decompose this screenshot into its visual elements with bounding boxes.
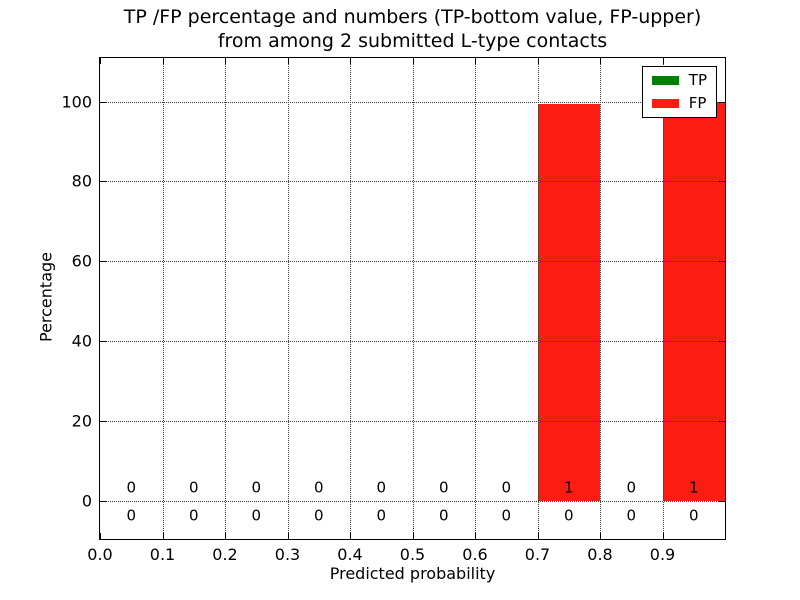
fp-count-label: 0: [626, 478, 637, 497]
x-tick-label: 0.5: [399, 545, 426, 564]
y-tick: [100, 181, 106, 183]
x-tick: [537, 533, 539, 539]
y-tick: [100, 261, 106, 263]
tp-count-label: 0: [438, 506, 449, 525]
tp-count-label: 0: [188, 506, 199, 525]
y-tick-label: 100: [61, 92, 92, 111]
x-tick-top: [662, 58, 664, 64]
tp-count-label: 0: [126, 506, 137, 525]
x-axis-label: Predicted probability: [329, 564, 496, 583]
x-tick-label: 0.4: [337, 545, 363, 564]
y-tick: [100, 341, 106, 342]
x-tick-label: 0.3: [274, 545, 301, 564]
x-tick: [600, 533, 601, 539]
x-gridline: [162, 58, 164, 539]
bar-fp-bin7: [537, 103, 600, 501]
tp-count-label: 0: [501, 506, 512, 525]
x-tick-label: 0.7: [524, 545, 551, 564]
legend-label-tp: TP: [688, 71, 707, 89]
x-gridline: [350, 58, 351, 539]
y-tick: [100, 500, 106, 502]
x-tick: [162, 533, 164, 539]
x-gridline: [225, 58, 226, 539]
x-gridline: [600, 58, 601, 539]
y-tick-label: 80: [71, 171, 92, 191]
y-tick-label: 20: [71, 411, 92, 431]
x-tick-top: [537, 58, 539, 64]
x-tick-top: [475, 58, 476, 64]
fp-count-label: 0: [501, 478, 512, 497]
x-tick-top: [600, 58, 601, 64]
y-gridline: [100, 420, 725, 422]
y-tick-right: [719, 420, 725, 422]
y-tick-right: [719, 101, 725, 103]
x-tick: [100, 533, 101, 539]
fp-legend-swatch: [651, 99, 679, 108]
fp-count-label: 1: [563, 478, 574, 497]
x-gridline: [287, 58, 289, 539]
y-gridline: [100, 181, 725, 183]
fp-count-label: 0: [376, 478, 387, 497]
tp-count-label: 0: [376, 506, 387, 525]
x-gridline: [662, 58, 664, 539]
plot-area: TP FP 0.0 0.1 0.2 0.3 0.4 0.5 0.6 0.7 0.8 0.9 0 20 4…: [61, 57, 726, 564]
tp-count-label: 0: [688, 506, 699, 525]
y-tick: [100, 420, 106, 422]
x-tick-top: [225, 58, 226, 64]
tp-count-label: 0: [563, 506, 574, 525]
x-gridline: [475, 58, 476, 539]
x-tick-label: 0.2: [212, 545, 238, 564]
tp-legend-swatch: [651, 76, 679, 85]
x-tick: [662, 533, 664, 539]
x-tick-top: [412, 58, 414, 64]
legend-entry-fp: FP: [651, 94, 707, 112]
y-tick-label: 60: [71, 251, 92, 271]
x-tick-top: [100, 58, 101, 64]
chart-title: TP /FP percentage and numbers (TP-bottom…: [100, 6, 725, 54]
y-gridline: [100, 101, 725, 103]
x-tick-top: [287, 58, 289, 64]
x-gridline: [412, 58, 414, 539]
x-tick-label: 0.8: [587, 545, 613, 564]
y-gridline: [100, 261, 725, 263]
legend: TP FP: [641, 66, 717, 118]
fp-count-label: 0: [251, 478, 262, 497]
tp-count-label: 0: [251, 506, 262, 525]
x-tick-label: 0.9: [649, 545, 676, 564]
fp-count-label: 0: [126, 478, 137, 497]
legend-entry-tp: TP: [651, 71, 707, 89]
chart-title-line2: from among 2 submitted L-type contacts: [217, 29, 608, 52]
fp-count-label: 1: [688, 478, 699, 497]
y-tick-right: [719, 261, 725, 263]
tp-count-label: 0: [626, 506, 637, 525]
x-tick: [225, 533, 226, 539]
chart-title-line1: TP /FP percentage and numbers (TP-bottom…: [123, 6, 702, 28]
x-tick-label: 0.0: [87, 545, 113, 564]
y-axis-label: Percentage: [36, 251, 56, 343]
bar-fp-bin9: [662, 101, 725, 501]
y-tick-label: 40: [71, 331, 92, 351]
x-tick-top: [350, 58, 351, 64]
y-tick-right: [719, 181, 725, 183]
x-tick: [287, 533, 289, 539]
y-gridline: [100, 341, 725, 342]
x-gridline: [537, 58, 539, 539]
tp-count-label: 0: [313, 506, 324, 525]
y-tick-right: [719, 341, 725, 342]
x-tick: [350, 533, 351, 539]
x-tick-top: [162, 58, 164, 64]
fp-count-label: 0: [438, 478, 449, 497]
y-tick-right: [719, 500, 725, 502]
legend-label-fp: FP: [688, 94, 707, 112]
y-tick-label: 0: [81, 491, 92, 511]
y-tick: [100, 101, 106, 103]
y-gridline: [100, 500, 725, 502]
x-tick-label: 0.1: [149, 545, 176, 564]
x-tick: [475, 533, 476, 539]
fp-count-label: 0: [313, 478, 324, 497]
fp-count-label: 0: [188, 478, 199, 497]
x-tick-label: 0.6: [462, 545, 488, 564]
x-tick: [412, 533, 414, 539]
